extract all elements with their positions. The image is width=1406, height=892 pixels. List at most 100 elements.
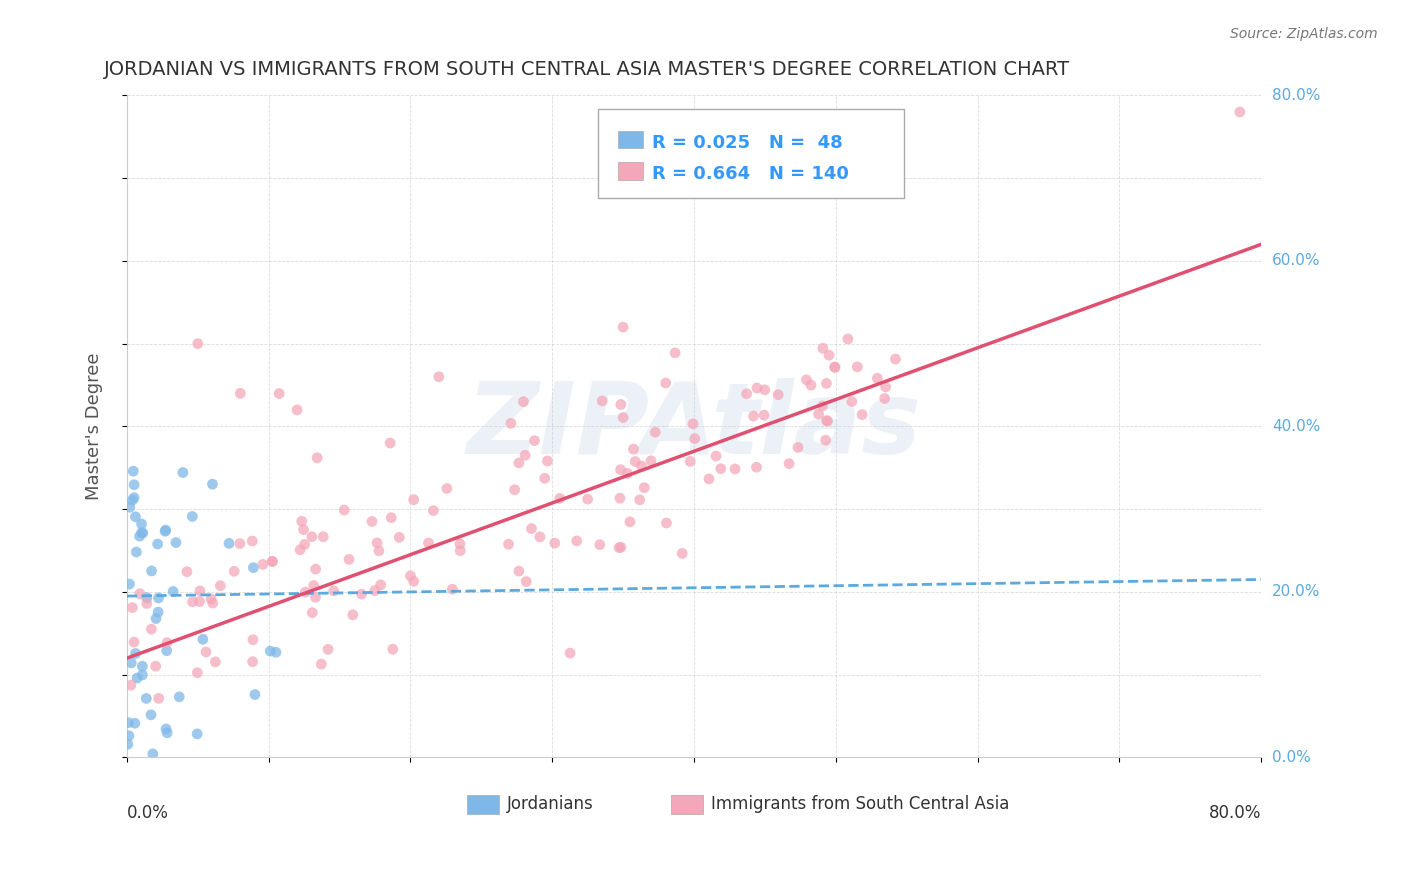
Point xyxy=(252,558,274,572)
Point xyxy=(124,647,146,661)
Point xyxy=(302,578,325,592)
Point xyxy=(381,642,404,657)
Point xyxy=(337,552,360,566)
Point xyxy=(664,346,686,360)
Point xyxy=(350,587,373,601)
Point xyxy=(312,530,335,544)
Point xyxy=(209,579,232,593)
Point xyxy=(195,645,218,659)
Point xyxy=(188,583,211,598)
Point xyxy=(449,537,471,551)
Point xyxy=(628,492,651,507)
Point xyxy=(624,454,647,468)
Point xyxy=(851,408,873,422)
Point xyxy=(200,591,222,606)
Point xyxy=(682,417,704,431)
Point xyxy=(610,397,633,411)
Point xyxy=(402,574,425,589)
Point xyxy=(124,716,146,731)
Point xyxy=(135,691,157,706)
Point xyxy=(229,536,252,550)
Point xyxy=(630,458,652,473)
Point xyxy=(294,537,316,551)
Text: 0.0%: 0.0% xyxy=(1272,750,1310,765)
Point xyxy=(824,360,846,375)
Point xyxy=(402,492,425,507)
Point xyxy=(122,491,145,505)
Point xyxy=(291,514,314,528)
Point xyxy=(558,646,581,660)
Point xyxy=(515,574,537,589)
Point xyxy=(218,536,240,550)
Point xyxy=(503,483,526,497)
Point xyxy=(131,668,153,682)
Point xyxy=(186,727,208,741)
Point xyxy=(201,477,224,491)
Point xyxy=(704,449,727,463)
Point xyxy=(846,359,869,374)
Point xyxy=(292,523,315,537)
Text: 80.0%: 80.0% xyxy=(1209,804,1261,822)
Point xyxy=(380,510,402,524)
Point xyxy=(427,369,450,384)
Point xyxy=(533,471,555,485)
Text: 80.0%: 80.0% xyxy=(1272,88,1320,103)
Point xyxy=(242,632,264,647)
Point xyxy=(240,534,263,549)
Point xyxy=(243,688,266,702)
Point xyxy=(609,491,631,505)
Point xyxy=(1229,105,1251,120)
Point xyxy=(768,387,790,401)
Point xyxy=(683,432,706,446)
Point xyxy=(135,597,157,611)
Point xyxy=(609,462,631,476)
Point xyxy=(640,454,662,468)
Point xyxy=(644,425,666,440)
Point xyxy=(873,392,896,406)
Point xyxy=(156,635,179,649)
Point xyxy=(311,657,333,672)
Point xyxy=(172,466,194,480)
Point xyxy=(242,560,264,574)
Point xyxy=(162,584,184,599)
Point xyxy=(815,376,838,391)
Point xyxy=(342,607,364,622)
Point xyxy=(441,582,464,597)
FancyBboxPatch shape xyxy=(671,795,703,814)
Point xyxy=(262,554,284,568)
Point xyxy=(191,632,214,647)
Point xyxy=(146,537,169,551)
Text: R = 0.664   N = 140: R = 0.664 N = 140 xyxy=(652,165,849,183)
Point xyxy=(815,414,838,428)
Point xyxy=(120,656,142,670)
Point xyxy=(697,472,720,486)
Point xyxy=(811,341,834,355)
Point xyxy=(623,442,645,456)
Point xyxy=(548,491,571,506)
Point xyxy=(146,605,169,619)
Point xyxy=(124,509,146,524)
Point xyxy=(294,585,316,599)
Point xyxy=(361,515,384,529)
Point xyxy=(301,530,323,544)
Point xyxy=(118,729,141,743)
Text: Immigrants from South Central Asia: Immigrants from South Central Asia xyxy=(711,796,1010,814)
Y-axis label: Master's Degree: Master's Degree xyxy=(86,352,103,500)
Point xyxy=(169,690,191,704)
Point xyxy=(422,503,444,517)
Point xyxy=(122,464,145,478)
Point xyxy=(811,399,834,413)
Point xyxy=(141,622,163,636)
Point xyxy=(778,457,800,471)
Point xyxy=(745,460,768,475)
Point xyxy=(619,515,641,529)
Point xyxy=(117,737,139,751)
Point xyxy=(259,644,281,658)
Point xyxy=(754,383,776,397)
Text: 40.0%: 40.0% xyxy=(1272,419,1320,434)
Point xyxy=(165,535,187,549)
Point xyxy=(837,332,859,346)
Point xyxy=(122,477,145,491)
Point xyxy=(141,564,163,578)
Point xyxy=(520,522,543,536)
